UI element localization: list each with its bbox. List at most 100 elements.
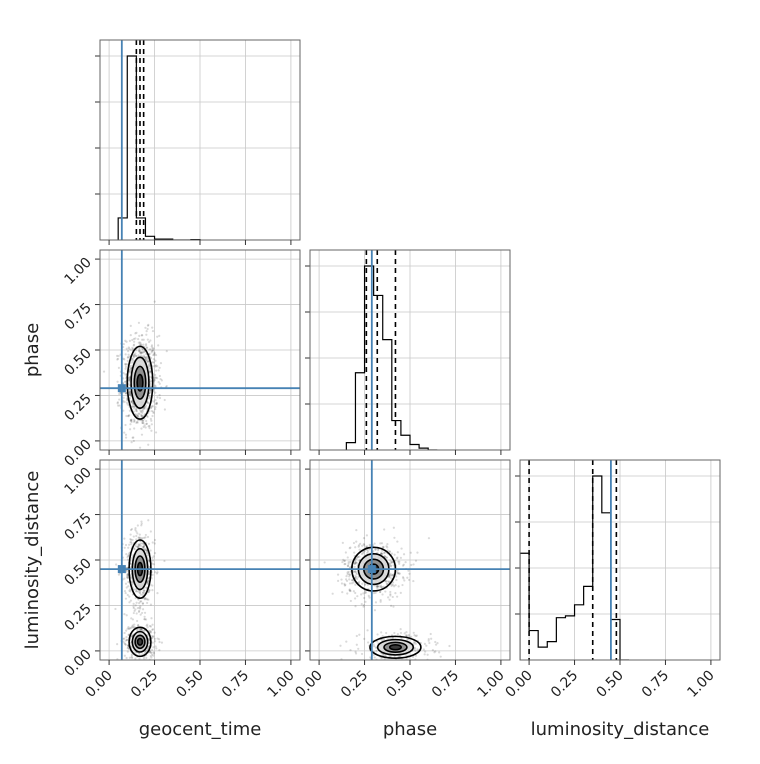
y-tick-label: 0.75 xyxy=(61,510,94,543)
scatter-point xyxy=(122,640,125,643)
scatter-point xyxy=(130,401,133,404)
scatter-point xyxy=(347,570,350,574)
scatter-point xyxy=(128,380,131,383)
scatter-point xyxy=(152,651,155,654)
scatter-point xyxy=(126,554,130,557)
scatter-point xyxy=(366,545,369,548)
scatter-point xyxy=(389,565,392,568)
scatter-point xyxy=(146,554,149,557)
scatter-point xyxy=(147,598,150,601)
scatter-point xyxy=(157,344,160,347)
scatter-point xyxy=(129,533,132,536)
scatter-point xyxy=(123,612,126,616)
scatter-point xyxy=(365,545,368,548)
scatter-point xyxy=(128,595,131,598)
scatter-point xyxy=(146,626,149,629)
scatter-point xyxy=(132,337,136,341)
scatter-point xyxy=(140,522,143,525)
scatter-point xyxy=(389,604,393,607)
scatter-point xyxy=(147,363,151,366)
scatter-point xyxy=(374,548,377,551)
scatter-point xyxy=(148,371,152,374)
scatter-point xyxy=(131,338,134,342)
scatter-point xyxy=(125,638,128,641)
scatter-point xyxy=(128,391,131,394)
scatter-point xyxy=(138,334,141,337)
scatter-point xyxy=(382,654,385,657)
scatter-point xyxy=(124,353,127,356)
scatter-point xyxy=(363,549,366,552)
scatter-point xyxy=(349,546,352,549)
scatter-point xyxy=(145,355,148,359)
scatter-point xyxy=(140,409,143,412)
scatter-point xyxy=(146,581,149,585)
scatter-point xyxy=(393,585,396,588)
scatter-point xyxy=(352,590,355,593)
scatter-point xyxy=(145,422,148,426)
scatter-point xyxy=(331,592,334,595)
scatter-point xyxy=(138,609,141,612)
scatter-point xyxy=(354,583,357,586)
scatter-point xyxy=(385,556,389,559)
scatter-point xyxy=(137,415,140,418)
scatter-point xyxy=(153,300,156,303)
scatter-point xyxy=(350,582,354,585)
scatter-point xyxy=(132,420,136,423)
scatter-point xyxy=(144,533,147,537)
scatter-point xyxy=(156,637,159,640)
scatter-point xyxy=(154,376,158,379)
scatter-point xyxy=(336,573,340,576)
scatter-point xyxy=(147,590,150,594)
scatter-point xyxy=(391,636,394,640)
panel-geocent_time-phase: 0.00 0.25 0.50 0.75 1.00 xyxy=(61,249,301,470)
scatter-point xyxy=(147,577,150,580)
scatter-point xyxy=(142,422,145,425)
scatter-point xyxy=(117,354,120,358)
x-tick-label: 0.25 xyxy=(548,668,581,701)
scatter-point xyxy=(150,617,153,620)
scatter-point xyxy=(141,608,145,611)
scatter-point xyxy=(154,376,157,379)
scatter-point xyxy=(362,550,365,554)
scatter-point xyxy=(145,419,148,423)
scatter-point xyxy=(128,394,131,397)
scatter-point xyxy=(140,520,143,523)
scatter-point xyxy=(348,573,352,577)
scatter-point xyxy=(152,400,155,403)
scatter-point xyxy=(123,400,126,403)
scatter-point xyxy=(102,370,106,373)
panel-geocent_time-geocent_time xyxy=(95,39,301,245)
scatter-point xyxy=(139,343,142,346)
scatter-point xyxy=(127,580,130,584)
scatter-point xyxy=(349,560,352,563)
scatter-point xyxy=(141,411,144,415)
scatter-point xyxy=(127,379,131,382)
scatter-point xyxy=(130,666,132,668)
scatter-point xyxy=(135,530,138,533)
scatter-point xyxy=(147,425,150,428)
scatter-point xyxy=(361,544,364,547)
scatter-point xyxy=(157,638,161,641)
scatter-point xyxy=(130,418,133,421)
scatter-point xyxy=(344,551,347,554)
scatter-point xyxy=(376,585,379,588)
scatter-point xyxy=(132,343,136,346)
scatter-point xyxy=(399,628,402,631)
scatter-point xyxy=(401,583,404,587)
scatter-point xyxy=(124,436,128,439)
scatter-point xyxy=(139,589,142,593)
scatter-point xyxy=(130,358,134,361)
scatter-point xyxy=(138,537,142,540)
scatter-point xyxy=(144,426,147,429)
scatter-point xyxy=(380,552,383,555)
scatter-point xyxy=(416,648,419,651)
scatter-point xyxy=(412,631,415,634)
scatter-point xyxy=(143,536,146,539)
scatter-point xyxy=(433,651,436,654)
scatter-point xyxy=(130,581,133,584)
scatter-point xyxy=(346,556,349,559)
scatter-point xyxy=(362,537,366,540)
scatter-point xyxy=(138,533,141,536)
scatter-point xyxy=(340,582,344,585)
